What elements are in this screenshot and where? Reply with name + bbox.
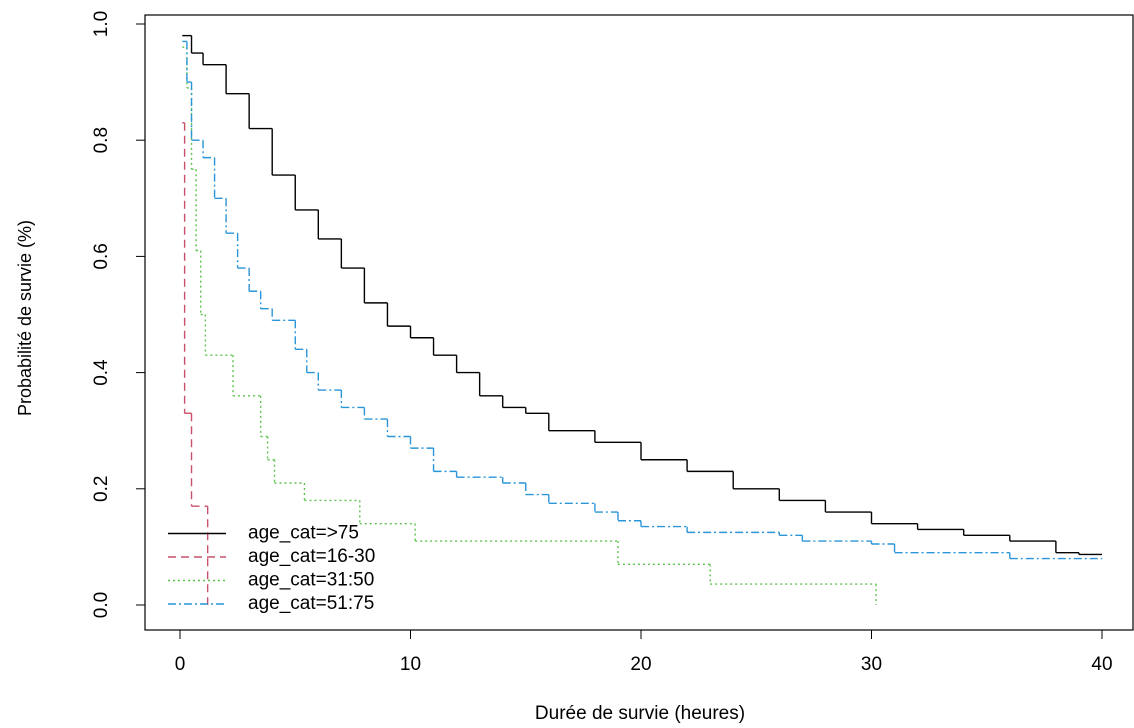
x-tick-label: 20 (630, 654, 651, 675)
y-tick-label: 0.2 (91, 476, 112, 502)
y-tick-label: 0.4 (91, 359, 112, 386)
x-tick-label: 0 (175, 654, 186, 675)
x-tick-label: 30 (861, 654, 882, 675)
legend-label: age_cat=31:50 (248, 570, 374, 591)
y-tick-label: 0.8 (91, 127, 112, 153)
x-axis-label: Durée de survie (heures) (535, 703, 745, 724)
y-tick-label: 1.0 (91, 11, 112, 37)
y-axis-label: Probabilité de survie (%) (15, 220, 35, 416)
legend-label: age_cat=>75 (248, 523, 359, 544)
y-tick-label: 0.0 (91, 592, 112, 618)
legend-label: age_cat=51:75 (248, 593, 374, 614)
y-tick-label: 0.6 (91, 243, 112, 269)
legend-label: age_cat=16-30 (248, 546, 375, 567)
x-tick-label: 10 (400, 654, 421, 675)
x-tick-label: 40 (1091, 654, 1112, 675)
